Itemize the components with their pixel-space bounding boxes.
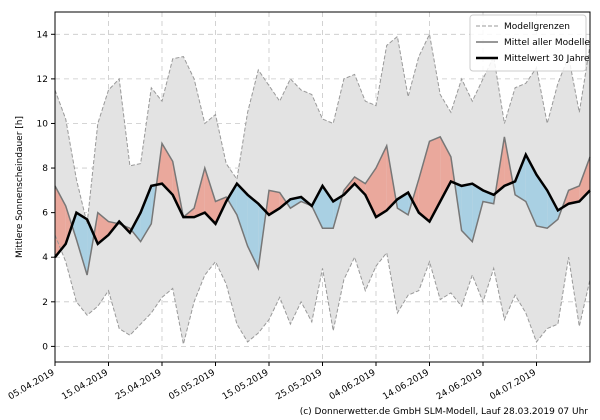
difference-fill bbox=[55, 185, 66, 258]
x-tick-label: 25.04.2019 bbox=[114, 368, 164, 403]
y-tick-label: 12 bbox=[37, 75, 48, 85]
difference-fill bbox=[483, 190, 494, 204]
legend-label: Mittel aller Modelle bbox=[504, 38, 590, 48]
difference-fill bbox=[579, 156, 590, 202]
difference-fill bbox=[227, 183, 237, 215]
y-tick-label: 4 bbox=[42, 253, 48, 263]
difference-fill bbox=[412, 179, 419, 213]
x-tick-label: 04.07.2019 bbox=[488, 368, 538, 403]
legend-box bbox=[469, 14, 587, 72]
legend-label: Modellgrenzen bbox=[504, 22, 570, 32]
difference-fill bbox=[131, 212, 141, 242]
difference-fill bbox=[418, 141, 430, 222]
x-tick-label: 05.05.2019 bbox=[167, 368, 217, 403]
difference-fill bbox=[472, 183, 483, 242]
legend-label: Mittelwert 30 Jahre bbox=[504, 54, 590, 64]
model-mean-line bbox=[54, 135, 591, 276]
difference-fill bbox=[279, 192, 287, 209]
x-tick-label: 24.06.2019 bbox=[435, 368, 485, 403]
model-lower-line bbox=[54, 234, 591, 345]
difference-fill bbox=[76, 212, 88, 276]
footer: (c) Donnerwetter.de GmbH SLM-Modell, Lau… bbox=[300, 407, 589, 417]
difference-fill bbox=[236, 183, 248, 247]
difference-fill bbox=[461, 183, 473, 242]
x-tick-label: 15.05.2019 bbox=[221, 368, 271, 403]
difference-fill bbox=[322, 185, 334, 229]
y-axis-label: Mittlere Sonnenscheindauer [h] bbox=[15, 116, 25, 258]
x-tick-label: 04.06.2019 bbox=[328, 368, 378, 403]
y-tick-label: 8 bbox=[42, 164, 48, 174]
y-tick-label: 0 bbox=[42, 342, 48, 352]
difference-fill bbox=[515, 154, 526, 202]
x-tick-label: 05.04.2019 bbox=[7, 368, 57, 403]
difference-fill bbox=[429, 136, 441, 222]
difference-fill bbox=[204, 168, 216, 224]
plot-frame bbox=[54, 11, 591, 363]
y-tick-label: 2 bbox=[42, 298, 48, 308]
y-tick-label: 6 bbox=[42, 209, 48, 219]
y-tick-label: 10 bbox=[37, 119, 49, 129]
climate-mean-line bbox=[54, 151, 591, 259]
difference-fill bbox=[162, 143, 173, 195]
difference-fill bbox=[311, 185, 323, 229]
difference-fill bbox=[547, 190, 558, 229]
model-upper-line bbox=[54, 32, 591, 224]
y-tick-label: 14 bbox=[37, 30, 49, 40]
x-tick-label: 15.04.2019 bbox=[60, 368, 110, 403]
x-tick-label: 25.05.2019 bbox=[274, 368, 324, 403]
x-tick-label: 14.06.2019 bbox=[381, 368, 431, 403]
difference-fill bbox=[568, 185, 580, 204]
difference-fill bbox=[65, 205, 72, 244]
difference-fill bbox=[525, 154, 537, 227]
